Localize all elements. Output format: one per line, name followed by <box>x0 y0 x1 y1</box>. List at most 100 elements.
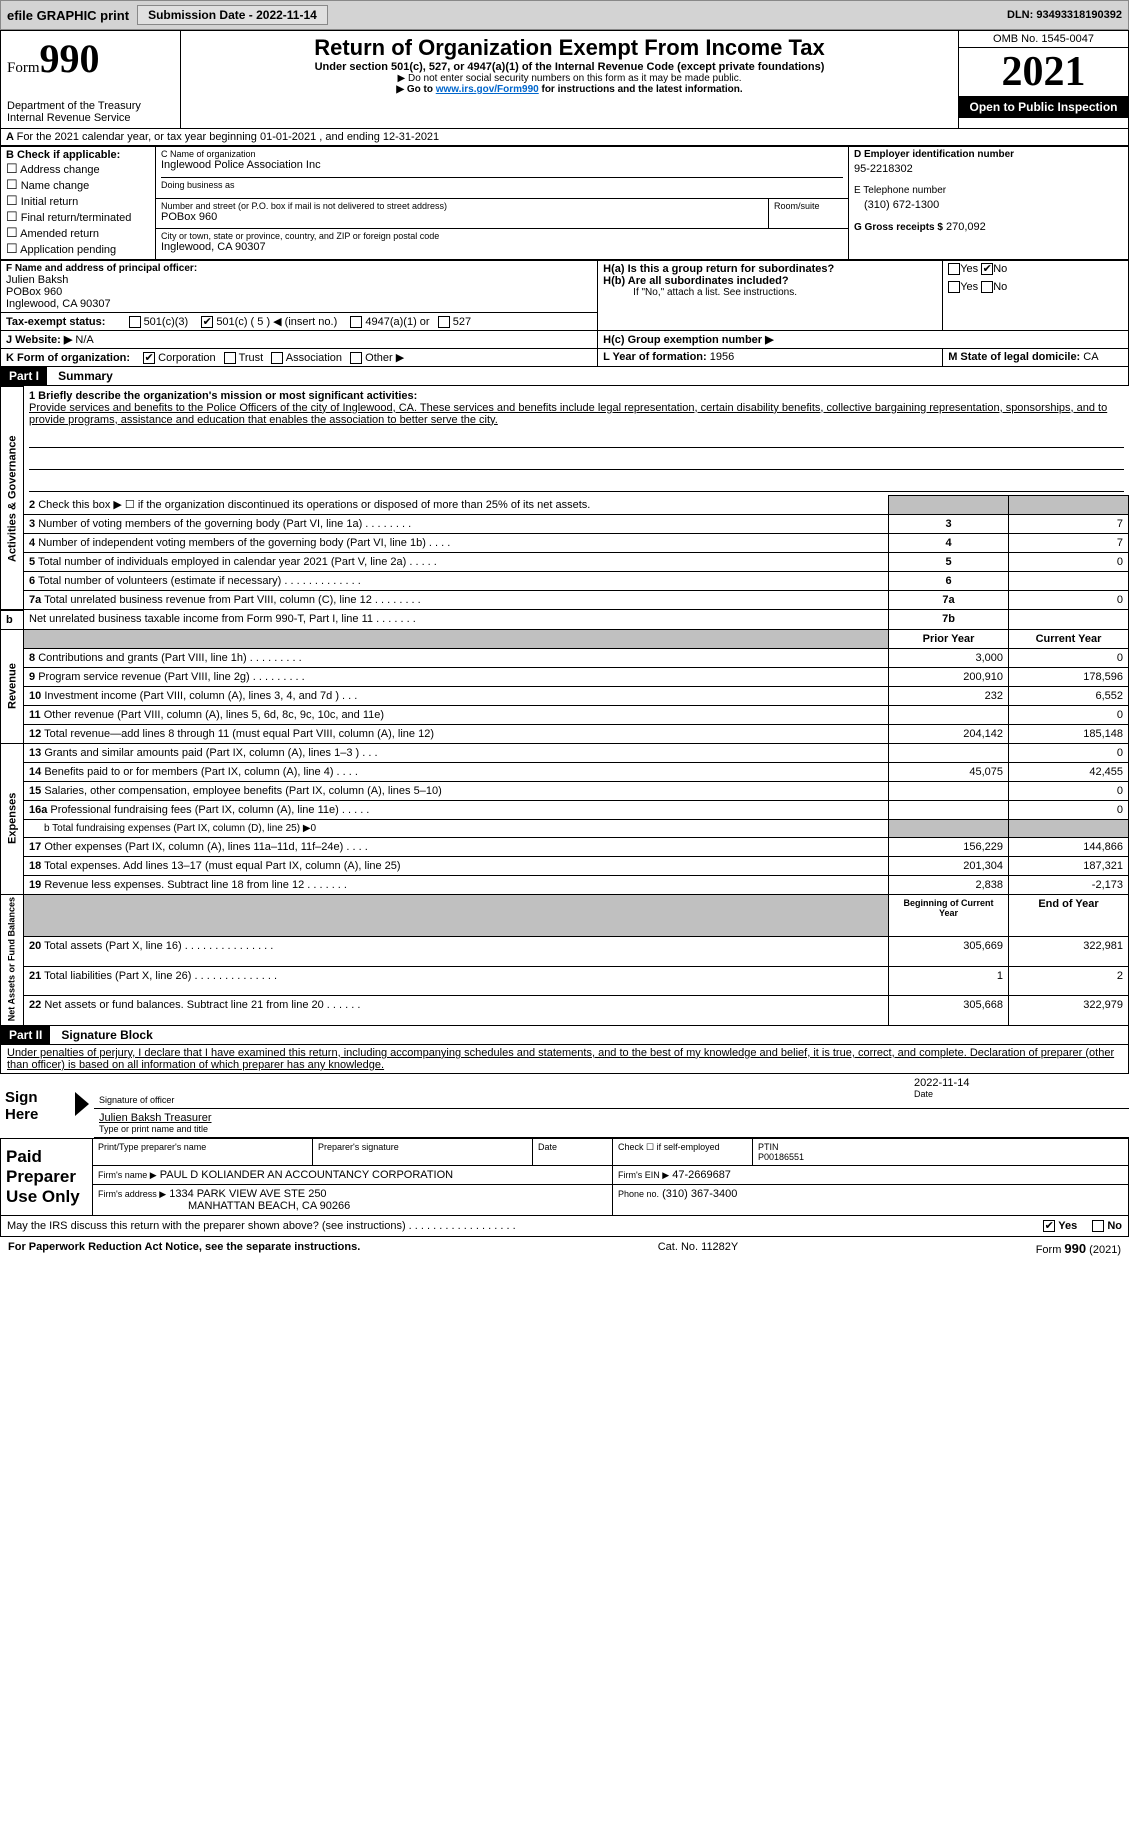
exp-row-16b: b Total fundraising expenses (Part IX, c… <box>1 819 1129 837</box>
net-row-21: 21 Total liabilities (Part X, line 26) .… <box>1 966 1129 996</box>
vert-net: Net Assets or Fund Balances <box>1 894 24 1025</box>
vert-activities: Activities & Governance <box>1 387 24 610</box>
ha-label: H(a) Is this a group return for subordin… <box>603 263 834 275</box>
chk-initial[interactable]: ☐ Initial return <box>6 193 150 209</box>
ptin-value: P00186551 <box>758 1152 1123 1162</box>
ag-row-7a: 7a Total unrelated business revenue from… <box>1 591 1129 610</box>
exp-row-15: 15 Salaries, other compensation, employe… <box>1 781 1129 800</box>
firm-name: PAUL D KOLIANDER AN ACCOUNTANCY CORPORAT… <box>160 1169 453 1181</box>
may-yes[interactable]: Yes <box>1043 1220 1077 1232</box>
chk-pending[interactable]: ☐ Application pending <box>6 241 150 257</box>
hc-label: H(c) Group exemption number ▶ <box>603 334 773 346</box>
ag-row-6: 6 Total number of volunteers (estimate i… <box>1 572 1129 591</box>
footer: For Paperwork Reduction Act Notice, see … <box>0 1237 1129 1260</box>
firm-addr-label: Firm's address ▶ <box>98 1189 166 1199</box>
part1-label: Part I <box>1 367 47 385</box>
hb-yes-chk[interactable] <box>948 281 960 293</box>
firm-phone-label: Phone no. <box>618 1189 659 1199</box>
ha-no-chk[interactable] <box>981 263 993 275</box>
part2-title: Signature Block <box>53 1028 152 1042</box>
e-label: E Telephone number <box>854 185 1123 196</box>
part2-header: Part II Signature Block <box>0 1026 1129 1045</box>
exp-row-16a: 16a Professional fundraising fees (Part … <box>1 800 1129 819</box>
c-label: C Name of organization <box>161 149 843 159</box>
room-label: Room/suite <box>774 201 843 211</box>
section-a-table: B Check if applicable: ☐ Address change … <box>0 146 1129 260</box>
irs-link[interactable]: www.irs.gov/Form990 <box>436 84 539 95</box>
firm-ein-label: Firm's EIN ▶ <box>618 1170 669 1180</box>
dln: DLN: 93493318190392 <box>1007 9 1122 21</box>
i-501c[interactable]: 501(c) ( 5 ) ◀ (insert no.) <box>201 316 337 328</box>
net-row-20: 20 Total assets (Part X, line 16) . . . … <box>1 936 1129 966</box>
chk-final[interactable]: ☐ Final return/terminated <box>6 209 150 225</box>
preparer-table: Paid Preparer Use Only Print/Type prepar… <box>0 1138 1129 1216</box>
prep-name-label: Print/Type preparer's name <box>93 1138 313 1165</box>
sign-here: Sign Here <box>0 1074 70 1138</box>
i-501c3[interactable]: 501(c)(3) <box>129 316 189 328</box>
part1-table: Activities & Governance 1 Briefly descri… <box>0 386 1129 1026</box>
website: N/A <box>75 334 93 346</box>
k-trust[interactable]: Trust <box>224 352 264 364</box>
sig-date: 2022-11-14 <box>914 1077 1124 1089</box>
hb-no-chk[interactable] <box>981 281 993 293</box>
firm-name-label: Firm's name ▶ <box>98 1170 157 1180</box>
irs-label: Internal Revenue Service <box>7 112 174 124</box>
rev-row-11: 11 Other revenue (Part VIII, column (A),… <box>1 705 1129 724</box>
may-no[interactable]: No <box>1092 1220 1122 1232</box>
exp-row-17: 17 Other expenses (Part IX, column (A), … <box>1 837 1129 856</box>
form-header: Form990 Department of the Treasury Inter… <box>0 30 1129 129</box>
vert-revenue: Revenue <box>1 629 24 743</box>
rev-row-10: 10 Investment income (Part VIII, column … <box>1 686 1129 705</box>
efile-label: efile GRAPHIC print <box>7 8 129 23</box>
form-title: Return of Organization Exempt From Incom… <box>187 35 952 61</box>
col-end: End of Year <box>1009 894 1129 936</box>
hb-row: H(b) Are all subordinates included? <box>603 275 937 287</box>
k-corp[interactable]: Corporation <box>143 352 216 364</box>
i-527[interactable]: 527 <box>438 316 471 328</box>
prep-sig-label: Preparer's signature <box>313 1138 533 1165</box>
part1-title: Summary <box>50 369 113 383</box>
may-irs-row: May the IRS discuss this return with the… <box>0 1216 1129 1237</box>
arrow-icon <box>75 1092 89 1116</box>
chk-name[interactable]: ☐ Name change <box>6 177 150 193</box>
i-label: Tax-exempt status: <box>6 316 105 328</box>
k-assoc[interactable]: Association <box>271 352 342 364</box>
vert-expenses: Expenses <box>1 743 24 894</box>
city-label: City or town, state or province, country… <box>161 231 843 241</box>
d-label: D Employer identification number <box>854 149 1123 160</box>
top-bar: efile GRAPHIC print Submission Date - 20… <box>0 0 1129 30</box>
form-footer: Form 990 (2021) <box>1036 1241 1121 1256</box>
rev-row-12: 12 Total revenue—add lines 8 through 11 … <box>1 724 1129 743</box>
hb-yesno: Yes No <box>948 281 1123 293</box>
l-label: L Year of formation: <box>603 351 707 363</box>
form-label: Form990 <box>7 60 100 76</box>
part2-label: Part II <box>1 1026 50 1044</box>
form-subtitle: Under section 501(c), 527, or 4947(a)(1)… <box>187 61 952 73</box>
i-4947[interactable]: 4947(a)(1) or <box>350 316 429 328</box>
part1-header: Part I Summary <box>0 367 1129 386</box>
chk-address[interactable]: ☐ Address change <box>6 161 150 177</box>
dept-treasury: Department of the Treasury <box>7 100 174 112</box>
firm-phone: (310) 367-3400 <box>662 1188 737 1200</box>
officer-addr2: Inglewood, CA 90307 <box>6 298 592 310</box>
omb-number: OMB No. 1545-0047 <box>959 31 1128 48</box>
rev-row-8: 8 Contributions and grants (Part VIII, l… <box>1 648 1129 667</box>
g-value: 270,092 <box>946 221 986 233</box>
firm-addr1: 1334 PARK VIEW AVE STE 250 <box>169 1188 326 1200</box>
ha-yes-chk[interactable] <box>948 263 960 275</box>
ein: 95-2218302 <box>854 160 1123 185</box>
col-prior: Prior Year <box>889 629 1009 648</box>
note-link: ▶ Go to www.irs.gov/Form990 for instruct… <box>187 84 952 95</box>
addr-label: Number and street (or P.O. box if mail i… <box>161 201 763 211</box>
chk-amended[interactable]: ☐ Amended return <box>6 225 150 241</box>
gross-receipts: G Gross receipts $ 270,092 <box>854 221 1123 233</box>
calendar-year: For the 2021 calendar year, or tax year … <box>17 131 440 143</box>
ptin-label: PTIN <box>758 1142 1123 1152</box>
col-current: Current Year <box>1009 629 1129 648</box>
ag-row-5: 5 Total number of individuals employed i… <box>1 553 1129 572</box>
ag-row-4: 4 Number of independent voting members o… <box>1 534 1129 553</box>
officer-name: Julien Baksh <box>6 274 592 286</box>
mission-text: Provide services and benefits to the Pol… <box>29 402 1124 426</box>
k-other[interactable]: Other ▶ <box>350 352 404 364</box>
may-irs-text: May the IRS discuss this return with the… <box>7 1220 1043 1232</box>
